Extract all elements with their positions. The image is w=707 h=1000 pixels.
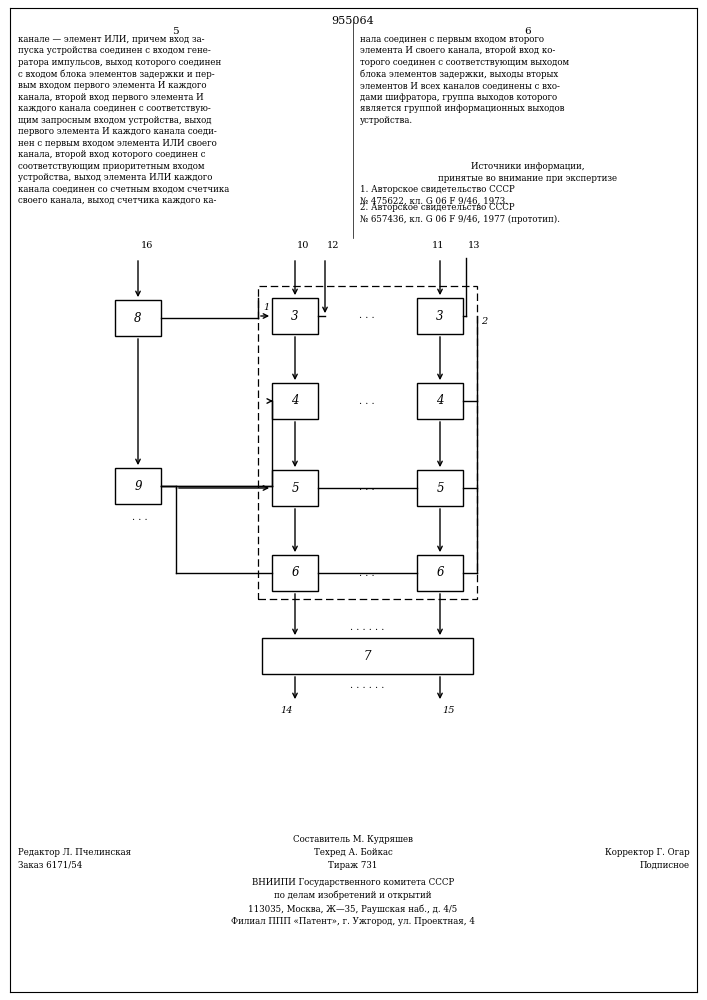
Text: 10: 10: [297, 241, 310, 250]
Text: 11: 11: [432, 241, 445, 250]
Text: 1. Авторское свидетельство СССР
№ 475622, кл. G 06 F 9/46, 1973.: 1. Авторское свидетельство СССР № 475622…: [360, 185, 515, 205]
Text: Техред А. Бойкас: Техред А. Бойкас: [314, 848, 392, 857]
Text: Источники информации,
принятые во внимание при экспертизе: Источники информации, принятые во вниман…: [438, 162, 617, 183]
Text: 3: 3: [291, 310, 299, 322]
Bar: [417, 298, 463, 334]
Text: канале — элемент ИЛИ, причем вход за-
пуска устройства соединен с входом гене-
р: канале — элемент ИЛИ, причем вход за- пу…: [18, 35, 229, 205]
Text: . . .: . . .: [359, 312, 375, 320]
Text: Заказ 6171/54: Заказ 6171/54: [18, 861, 82, 870]
Text: . . . . . .: . . . . . .: [350, 624, 384, 633]
Text: 2: 2: [481, 316, 487, 326]
Bar: [272, 298, 318, 334]
Text: 4: 4: [291, 394, 299, 408]
Text: нала соединен с первым входом второго
элемента И своего канала, второй вход ко-
: нала соединен с первым входом второго эл…: [360, 35, 569, 125]
Text: . . .: . . .: [359, 396, 375, 406]
Text: 955064: 955064: [332, 16, 375, 26]
Text: 6: 6: [291, 566, 299, 580]
Text: 7: 7: [363, 650, 370, 662]
Text: . . .: . . .: [132, 514, 148, 522]
Text: Составитель М. Кудряшев: Составитель М. Кудряшев: [293, 835, 413, 844]
Text: 8: 8: [134, 312, 141, 324]
Text: 16: 16: [141, 241, 153, 250]
Text: Тираж 731: Тираж 731: [328, 861, 378, 870]
Text: 5: 5: [436, 482, 444, 494]
Bar: [417, 555, 463, 591]
Text: Редактор Л. Пчелинская: Редактор Л. Пчелинская: [18, 848, 131, 857]
Text: Подписное: Подписное: [640, 861, 690, 870]
Text: 15: 15: [442, 706, 455, 715]
Text: Корректор Г. Огар: Корректор Г. Огар: [605, 848, 690, 857]
Text: по делам изобретений и открытий: по делам изобретений и открытий: [274, 891, 432, 900]
Text: 3: 3: [436, 310, 444, 322]
Text: 113035, Москва, Ж—35, Раушская наб., д. 4/5: 113035, Москва, Ж—35, Раушская наб., д. …: [248, 904, 457, 914]
Text: . . .: . . .: [359, 484, 375, 492]
Bar: [417, 470, 463, 506]
Text: . . .: . . .: [359, 568, 375, 578]
Text: 1: 1: [263, 304, 269, 312]
Text: 9: 9: [134, 480, 141, 492]
Text: 4: 4: [436, 394, 444, 408]
Bar: [262, 638, 472, 674]
Text: . . . . . .: . . . . . .: [350, 682, 384, 690]
Bar: [115, 468, 161, 504]
Text: Филиал ППП «Патент», г. Ужгород, ул. Проектная, 4: Филиал ППП «Патент», г. Ужгород, ул. Про…: [231, 917, 475, 926]
Text: 6: 6: [436, 566, 444, 580]
Bar: [417, 383, 463, 419]
Text: 2. Авторское свидетельство СССР
№ 657436, кл. G 06 F 9/46, 1977 (прототип).: 2. Авторское свидетельство СССР № 657436…: [360, 203, 560, 224]
Text: 6: 6: [525, 27, 532, 36]
Bar: [272, 383, 318, 419]
Text: 14: 14: [281, 706, 293, 715]
Text: 13: 13: [468, 241, 481, 250]
Bar: [258, 286, 477, 599]
Text: ВНИИПИ Государственного комитета СССР: ВНИИПИ Государственного комитета СССР: [252, 878, 454, 887]
Bar: [115, 300, 161, 336]
Text: 5: 5: [291, 482, 299, 494]
Text: 12: 12: [327, 241, 339, 250]
Text: 5: 5: [172, 27, 178, 36]
Bar: [272, 470, 318, 506]
Bar: [272, 555, 318, 591]
